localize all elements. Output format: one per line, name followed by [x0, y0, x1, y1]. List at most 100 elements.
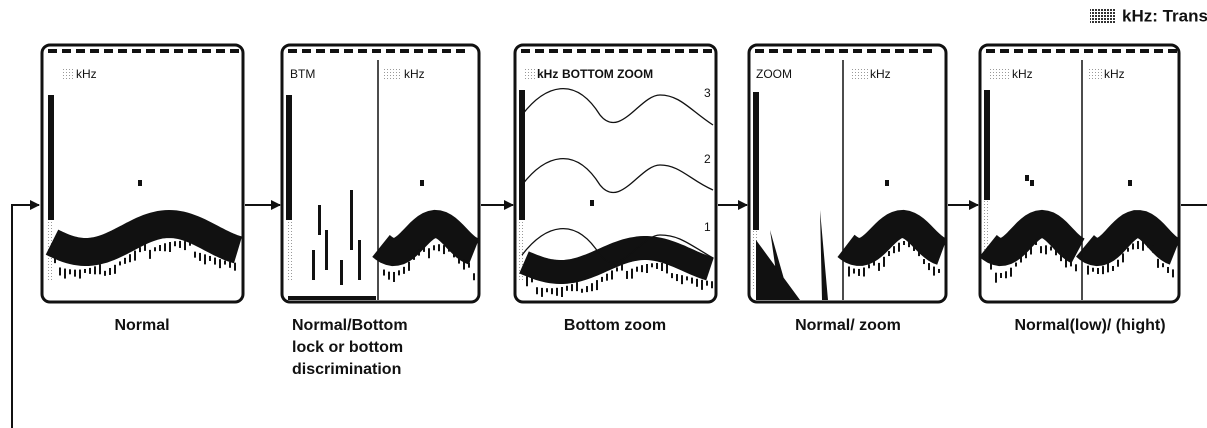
caption: lock or bottom: [292, 339, 403, 356]
echo-speck: [69, 269, 71, 274]
top-strip: [104, 49, 113, 53]
echo-speck: [536, 287, 538, 294]
echo-speck: [84, 269, 86, 273]
echo-speck: [443, 245, 445, 254]
echo-speck: [199, 253, 201, 261]
top-strip: [62, 49, 71, 53]
echo-speck: [408, 262, 410, 271]
top-strip: [1098, 49, 1107, 53]
echo-speck: [1015, 263, 1017, 267]
echo-speck: [144, 244, 146, 251]
echo-speck: [149, 250, 151, 259]
fish-target: [885, 180, 889, 186]
echo-speck: [1137, 241, 1139, 249]
echo-speck: [209, 256, 211, 261]
echo-speck: [666, 263, 668, 273]
echo-speck: [696, 279, 698, 287]
echo-speck: [1117, 260, 1119, 267]
echo-speck: [164, 243, 166, 251]
top-strip: [216, 49, 225, 53]
caption: Normal/Bottom: [292, 317, 408, 334]
top-strip: [414, 49, 423, 53]
top-strip: [344, 49, 353, 53]
echo-speck: [174, 241, 176, 246]
echo-speck: [1142, 241, 1144, 251]
echo-speck: [546, 288, 548, 292]
echo-speck: [661, 263, 663, 271]
diagram: kHz: Transmission frequency kHz BTM kHz …: [0, 0, 1207, 428]
echo-speck: [169, 242, 171, 252]
echo-speck: [928, 263, 930, 270]
echo-speck: [853, 269, 855, 274]
echo-speck: [1020, 256, 1022, 262]
echo-speck: [1157, 259, 1159, 268]
fish-target: [420, 180, 424, 186]
echo-speck: [358, 240, 361, 280]
top-strip: [316, 49, 325, 53]
zoom-line-label: 3: [704, 86, 711, 100]
echo-speck: [234, 263, 236, 271]
echo-speck: [468, 263, 470, 268]
echo-speck: [124, 258, 126, 264]
echo-speck: [1167, 267, 1169, 273]
top-strip: [619, 49, 628, 53]
caption: Normal/ zoom: [795, 317, 901, 334]
echo-speck: [606, 274, 608, 281]
echo-speck: [159, 245, 161, 251]
echo-speck: [541, 288, 543, 297]
top-strip: [986, 49, 995, 53]
echo-speck: [114, 265, 116, 274]
top-strip: [797, 49, 806, 53]
top-strip: [386, 49, 395, 53]
echo-speck: [99, 264, 101, 274]
echo-speck: [1035, 240, 1037, 245]
echo-speck: [433, 245, 435, 250]
echo-speck: [933, 267, 935, 276]
top-strip: [118, 49, 127, 53]
echo-speck: [154, 247, 156, 251]
echo-speck: [393, 272, 395, 282]
top-strip: [442, 49, 451, 53]
echo-speck: [413, 256, 415, 260]
top-strip: [302, 49, 311, 53]
echo-speck: [641, 265, 643, 272]
echo-speck: [1092, 268, 1094, 272]
top-strip: [358, 49, 367, 53]
echo-speck: [621, 265, 623, 271]
echo-speck: [219, 259, 221, 268]
echo-speck: [596, 280, 598, 290]
echo-speck: [1107, 262, 1109, 272]
top-strip: [811, 49, 820, 53]
top-strip: [867, 49, 876, 53]
echo-speck: [104, 271, 106, 276]
echo-speck: [1060, 253, 1062, 261]
top-strip: [1168, 49, 1177, 53]
top-strip: [1084, 49, 1093, 53]
fish-target: [1030, 180, 1034, 186]
echo-speck: [1147, 242, 1149, 247]
echo-speck: [566, 286, 568, 291]
screen-label: BTM: [290, 67, 315, 81]
echo-speck: [204, 254, 206, 264]
echo-speck: [591, 283, 593, 291]
echo-speck: [1162, 263, 1164, 267]
top-strip: [1112, 49, 1121, 53]
echo-speck: [189, 242, 191, 246]
echo-speck: [1030, 244, 1032, 254]
zoom-line-label: 2: [704, 152, 711, 166]
top-strip: [428, 49, 437, 53]
echo-speck: [656, 263, 658, 269]
top-strip: [675, 49, 684, 53]
echo-speck: [288, 296, 376, 300]
echo-speck: [350, 190, 353, 250]
echo-speck: [229, 262, 231, 268]
top-strip: [1014, 49, 1023, 53]
top-strip: [923, 49, 932, 53]
echo-speck: [179, 241, 181, 248]
top-strip: [288, 49, 297, 53]
echo-speck: [611, 270, 613, 279]
top-strip: [769, 49, 778, 53]
echo-speck: [134, 251, 136, 261]
echo-speck: [398, 270, 400, 275]
top-strip: [160, 49, 169, 53]
